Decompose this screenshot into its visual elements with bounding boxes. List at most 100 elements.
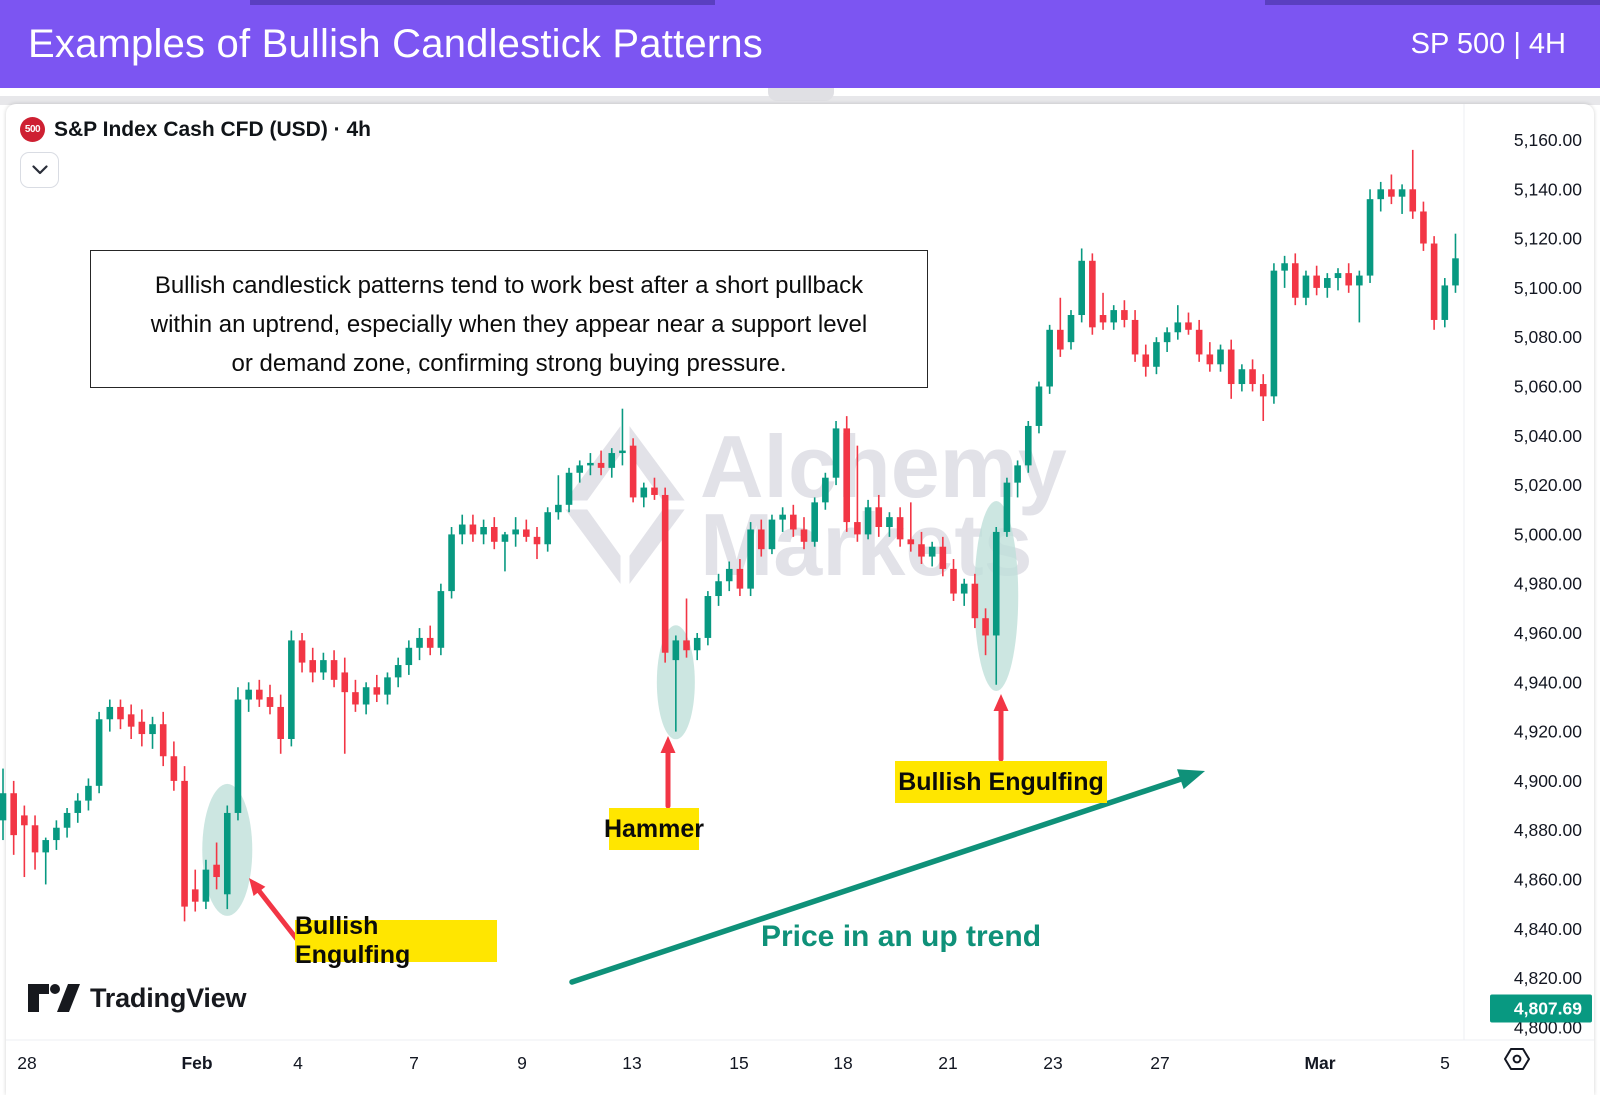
candle-body <box>1099 315 1107 323</box>
candle-body <box>1356 275 1363 286</box>
candle-body <box>1420 211 1427 244</box>
candle-body <box>693 637 701 651</box>
candle-body <box>1153 342 1160 367</box>
candle-body <box>886 517 893 528</box>
candle-body <box>704 596 712 638</box>
candle-body <box>1452 258 1459 286</box>
candle-body <box>1003 482 1011 532</box>
time-axis[interactable]: 28 Feb 4 7 9 13 15 18 21 23 27 Mar 5 <box>17 1053 1450 1073</box>
candle-body <box>1270 270 1278 397</box>
candle-body <box>1024 425 1032 466</box>
last-price-value: 4,807.69 <box>1514 998 1582 1018</box>
time-tick-label: 4 <box>293 1053 303 1073</box>
candle-body <box>1078 260 1085 316</box>
candle-body <box>138 721 146 735</box>
candle-body <box>1345 273 1352 286</box>
candle-body <box>416 637 423 648</box>
time-tick-label: 21 <box>938 1053 957 1073</box>
gear-icon <box>1504 1048 1530 1070</box>
header-symbol-timeframe: SP 500 | 4H <box>1410 27 1566 60</box>
candle-body <box>907 539 915 545</box>
last-price-badge <box>1490 994 1592 1023</box>
candle-body <box>1046 329 1053 387</box>
price-axis[interactable]: 5,160.00 5,140.00 5,120.00 5,100.00 5,080.00… <box>1490 130 1592 1037</box>
candle-body <box>1217 349 1224 365</box>
candle-body <box>1035 386 1043 426</box>
candle-body <box>1398 189 1406 197</box>
candle-body <box>864 507 872 535</box>
candle-body <box>1249 369 1256 385</box>
tradingview-logo: TradingView <box>28 982 247 1014</box>
candle-body <box>587 462 594 466</box>
candle-body <box>768 519 776 550</box>
candle-body <box>288 640 295 739</box>
candle-body <box>501 534 509 542</box>
price-tick-label: 5,080.00 <box>1514 327 1582 347</box>
note-line-3: or demand zone, confirming strong buying… <box>231 350 787 377</box>
candle-body <box>191 889 199 902</box>
uptrend-arrow <box>569 769 1205 985</box>
candle-body <box>127 714 135 727</box>
candle-body <box>875 507 883 528</box>
candle-body <box>0 793 7 821</box>
candle-body <box>1067 315 1075 343</box>
candle-body <box>85 785 92 801</box>
candle-body <box>384 677 391 695</box>
candle-body <box>1334 273 1342 279</box>
tradingview-logo-text: TradingView <box>90 982 247 1013</box>
page-title: Examples of Bullish Candlestick Patterns <box>28 21 763 66</box>
candle-body <box>1281 263 1288 271</box>
trend-annotation-text: Price in an up trend <box>760 920 1042 953</box>
header-bar: Examples of Bullish Candlestick Patterns… <box>0 0 1600 88</box>
candle-body <box>426 637 434 648</box>
price-tick-label: 4,840.00 <box>1514 919 1582 939</box>
candle-body <box>533 536 541 545</box>
price-tick-label: 5,100.00 <box>1514 278 1582 298</box>
time-tick-label: 28 <box>17 1053 36 1073</box>
candle-body <box>53 827 60 841</box>
sp500-logo-icon: 500 <box>20 117 45 142</box>
candle-body <box>757 529 765 550</box>
time-tick-label: 23 <box>1043 1053 1062 1073</box>
candle-body <box>1163 332 1171 343</box>
collapse-legend-button[interactable] <box>20 152 59 188</box>
time-tick-label: 13 <box>622 1053 641 1073</box>
time-tick-label: 7 <box>409 1053 419 1073</box>
time-tick-label: 5 <box>1440 1053 1450 1073</box>
candle-body <box>320 660 327 673</box>
price-scale-settings-button[interactable] <box>1498 1040 1536 1078</box>
candle-body <box>266 697 274 707</box>
candles <box>0 149 1459 922</box>
candle-body <box>992 531 1000 636</box>
symbol-row: 500 S&P Index Cash CFD (USD) · 4h <box>20 117 371 142</box>
time-tick-label: 27 <box>1150 1053 1169 1073</box>
candle-body <box>982 618 989 636</box>
note-line-2: within an uptrend, especially when they … <box>150 311 868 338</box>
candle-body <box>683 640 690 651</box>
label-hammer: Hammer <box>604 808 704 850</box>
candle-body <box>597 462 605 468</box>
candle-body <box>576 465 584 473</box>
symbol-title: S&P Index Cash CFD (USD) · 4h <box>54 117 371 141</box>
time-tick-label: 18 <box>833 1053 852 1073</box>
chevron-down-icon <box>31 165 48 175</box>
candle-body <box>1238 369 1246 385</box>
candle-body <box>480 527 487 535</box>
candle-body <box>1206 354 1214 365</box>
price-tick-label: 5,060.00 <box>1514 377 1582 397</box>
candle-body <box>298 640 306 663</box>
price-tick-label: 4,820.00 <box>1514 968 1582 988</box>
candle-body <box>725 568 733 582</box>
candle-body <box>811 502 818 542</box>
candle-body <box>939 546 947 569</box>
candle-body <box>256 689 263 700</box>
candle-body <box>309 660 317 673</box>
candle-body <box>63 812 71 828</box>
price-tick-label: 4,980.00 <box>1514 574 1582 594</box>
candle-body <box>117 706 124 720</box>
candle-body <box>544 512 551 545</box>
candle-body <box>277 706 284 739</box>
price-tick-label: 4,860.00 <box>1514 870 1582 890</box>
